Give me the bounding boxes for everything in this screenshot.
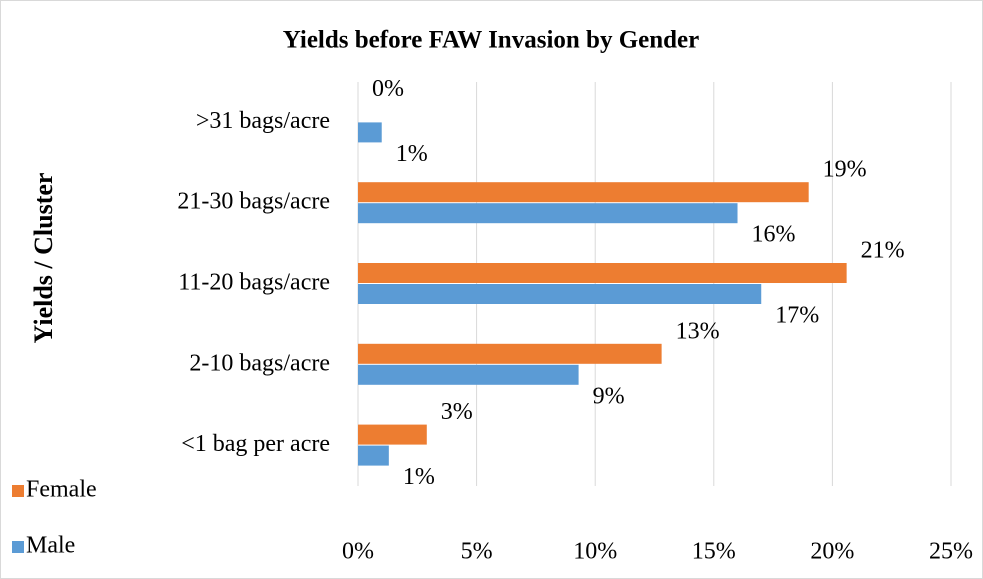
y-tick-label: 2-10 bags/acre (189, 350, 330, 376)
data-label: 1% (396, 141, 428, 167)
y-tick-label: <1 bag per acre (181, 431, 330, 457)
x-tick-label: 10% (573, 539, 617, 565)
data-label: 3% (441, 399, 473, 425)
legend-label: Male (26, 533, 75, 559)
bar (358, 263, 847, 283)
y-axis-label: Yields / Cluster (29, 173, 58, 344)
bar (358, 122, 382, 143)
bar (358, 182, 809, 203)
data-label: 16% (752, 222, 796, 248)
x-tick-label: 20% (810, 539, 854, 565)
bar (358, 284, 762, 304)
x-tick-label: 5% (461, 539, 493, 565)
y-tick-label: 11-20 bags/acre (178, 270, 330, 296)
chart-title: Yields before FAW Invasion by Gender (283, 27, 699, 54)
data-label: 0% (372, 76, 404, 102)
legend-swatch (12, 541, 24, 553)
y-tick-label: >31 bags/acre (196, 108, 330, 134)
bar (358, 364, 579, 385)
bar (358, 424, 427, 445)
data-label: 19% (823, 157, 867, 183)
bar (358, 203, 738, 224)
data-label: 9% (593, 383, 625, 409)
legend-swatch (12, 485, 24, 497)
data-label: 17% (775, 303, 819, 329)
legend-label: Female (26, 477, 97, 503)
data-label: 1% (403, 464, 435, 490)
x-tick-label: 25% (929, 539, 973, 565)
bar (358, 343, 662, 364)
x-tick-label: 0% (342, 539, 374, 565)
y-tick-label: 21-30 bags/acre (177, 189, 330, 215)
x-tick-label: 15% (692, 539, 736, 565)
data-label: 13% (676, 318, 720, 344)
bar (358, 445, 389, 466)
data-label: 21% (861, 238, 905, 264)
